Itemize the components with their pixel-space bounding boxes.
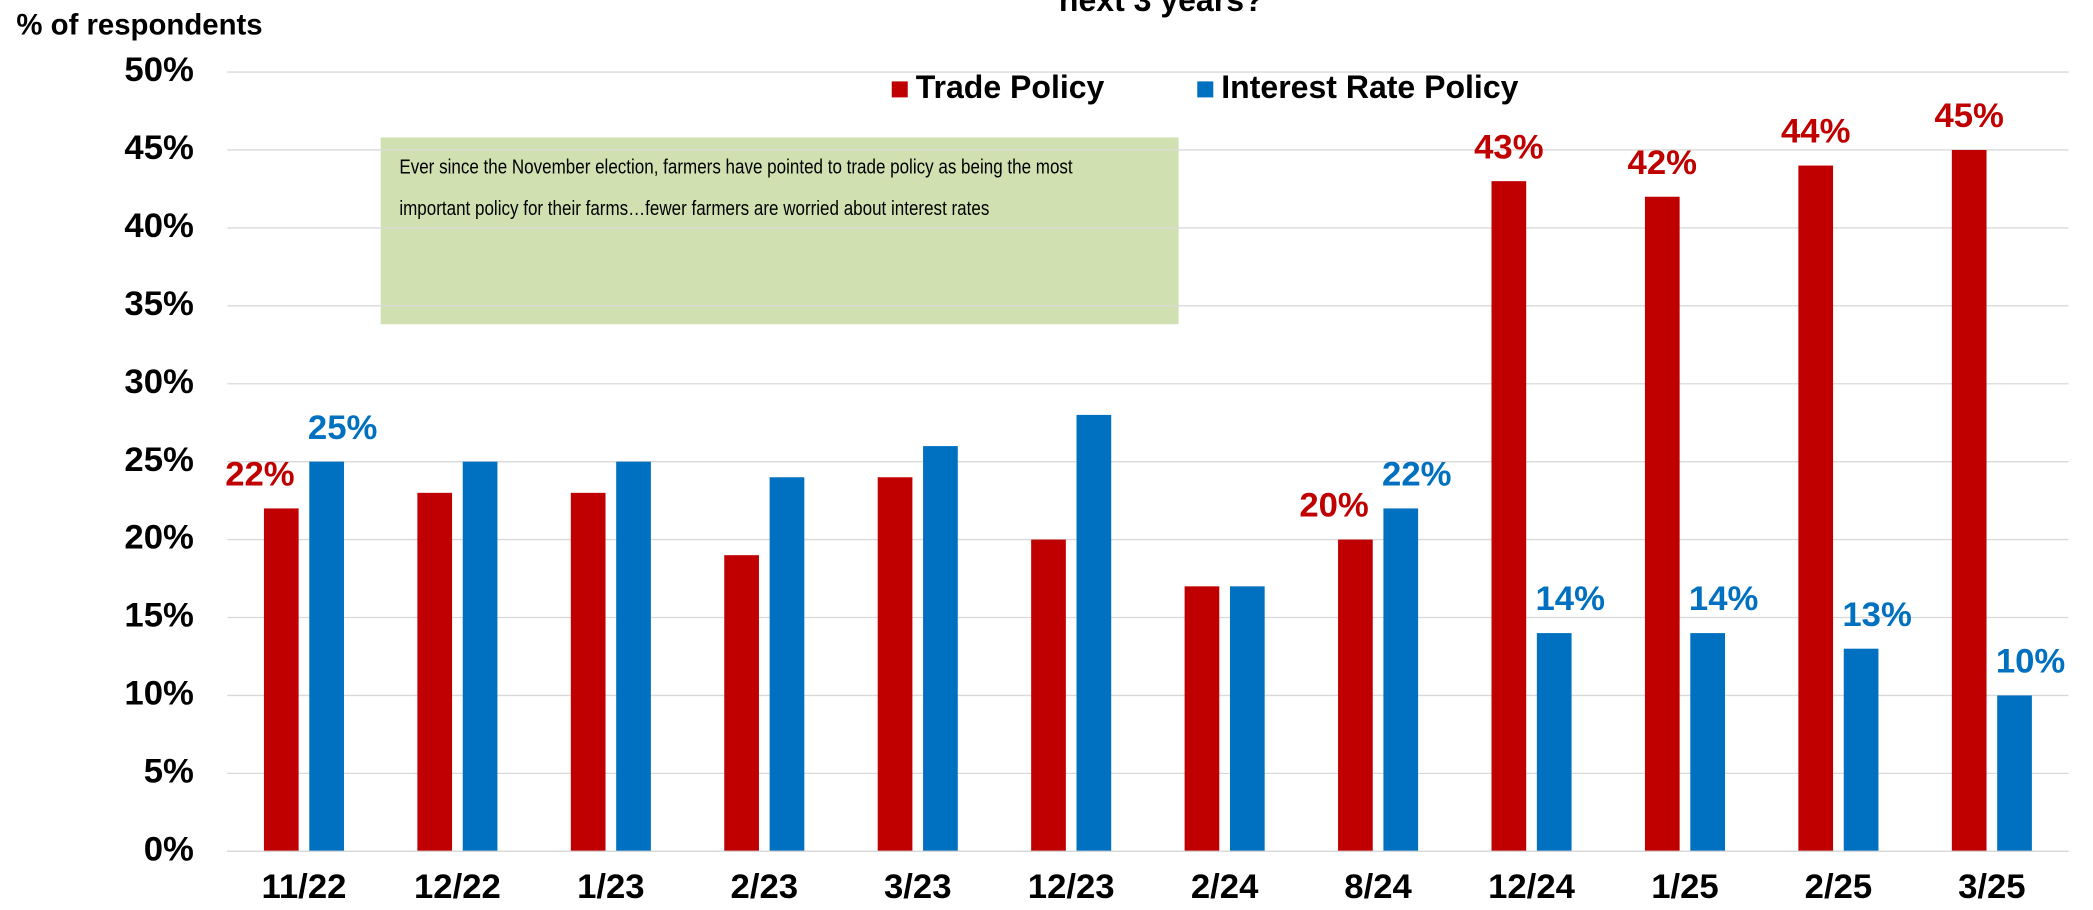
bar (571, 493, 606, 851)
bar (616, 462, 651, 852)
value-label: 43% (1474, 128, 1543, 166)
bar (923, 446, 958, 851)
legend-swatch (892, 81, 908, 97)
y-tick-label: 30% (124, 363, 193, 401)
legend-label: Interest Rate Policy (1221, 69, 1518, 105)
x-tick-label: 3/23 (884, 868, 952, 906)
y-tick-label: 20% (124, 519, 193, 557)
legend-label: Trade Policy (916, 69, 1105, 105)
bar (1798, 166, 1833, 852)
bar (1645, 197, 1680, 852)
y-tick-label: 5% (144, 753, 194, 791)
annotation-text: Ever since the November election, farmer… (399, 147, 1136, 230)
bar (1997, 695, 2032, 851)
bar (1952, 150, 1987, 851)
x-tick-label: 2/24 (1191, 868, 1259, 906)
bar (770, 477, 805, 851)
y-tick-label: 35% (124, 285, 193, 323)
bar (309, 462, 344, 852)
y-tick-label: 50% (124, 51, 193, 89)
y-tick-label: 15% (124, 597, 193, 635)
value-label: 13% (1842, 596, 1911, 634)
bar (463, 462, 498, 852)
bar (1690, 633, 1725, 851)
value-label: 45% (1934, 97, 2003, 135)
y-tick-label: 25% (124, 441, 193, 479)
bar (1185, 586, 1220, 851)
bar (264, 508, 299, 851)
x-tick-label: 12/22 (414, 868, 501, 906)
bar (1491, 181, 1526, 851)
y-tick-label: 0% (144, 830, 194, 868)
y-axis-label: % of respondents (16, 8, 262, 41)
bar (417, 493, 452, 851)
value-label: 10% (1996, 643, 2065, 681)
value-label: 20% (1299, 487, 1368, 525)
bar (1844, 649, 1879, 852)
x-tick-label: 11/22 (262, 868, 347, 906)
y-tick-label: 40% (124, 207, 193, 245)
bar (1077, 415, 1112, 851)
x-tick-label: 12/24 (1488, 868, 1576, 906)
value-label: 22% (1382, 456, 1451, 494)
bar (1383, 508, 1418, 851)
value-label: 44% (1781, 113, 1850, 151)
legend-swatch (1197, 81, 1213, 97)
x-tick-label: 8/24 (1344, 868, 1412, 906)
chart: next 3 years? % of respondents Ever sinc… (0, 0, 2093, 910)
y-tick-label: 10% (124, 675, 193, 713)
bar (878, 477, 913, 851)
bar (1031, 540, 1066, 852)
x-tick-label: 1/23 (577, 868, 645, 906)
y-tick-label: 45% (124, 129, 193, 167)
x-tick-label: 3/25 (1958, 868, 2026, 906)
value-label: 22% (225, 456, 294, 494)
bar (1537, 633, 1572, 851)
value-label: 25% (308, 409, 377, 447)
bar (724, 555, 759, 851)
bar (1230, 586, 1265, 851)
x-tick-label: 1/25 (1651, 868, 1719, 906)
bar (1338, 540, 1373, 852)
x-tick-label: 2/23 (731, 868, 799, 906)
x-tick-label: 12/23 (1028, 868, 1115, 906)
x-tick-label: 2/25 (1805, 868, 1873, 906)
value-label: 14% (1689, 580, 1758, 618)
chart-title: next 3 years? (1059, 0, 1264, 18)
value-label: 42% (1628, 144, 1697, 182)
value-label: 14% (1535, 580, 1604, 618)
annotation: Ever since the November election, farmer… (399, 147, 1173, 320)
